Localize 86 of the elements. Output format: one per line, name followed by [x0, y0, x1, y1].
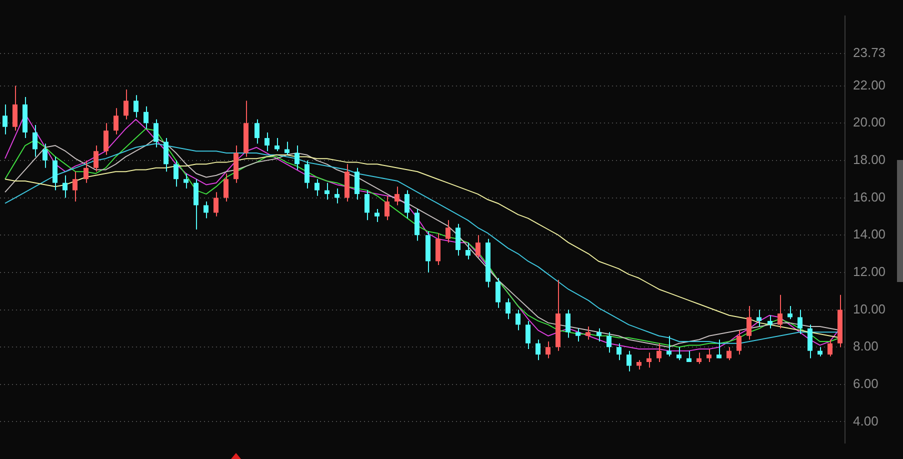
candlestick — [828, 339, 832, 357]
candlestick — [404, 190, 410, 219]
candlestick — [778, 294, 782, 329]
y-tick-label: 14.00 — [853, 226, 886, 242]
candlestick — [154, 118, 158, 148]
candlestick — [214, 192, 218, 217]
candlestick — [114, 108, 118, 135]
candlestick — [746, 306, 752, 340]
candlestick — [124, 89, 128, 120]
candlestick — [164, 138, 168, 172]
candlestick — [144, 106, 148, 130]
candlestick — [42, 143, 48, 168]
y-tick-label: 20.00 — [853, 114, 886, 130]
candlestick — [696, 352, 702, 364]
candlestick — [184, 173, 188, 189]
candlestick — [756, 309, 762, 328]
candlestick — [72, 171, 78, 202]
candlestick — [204, 201, 208, 219]
candlestick — [354, 167, 360, 200]
y-tick-label: 6.00 — [853, 376, 878, 391]
candlestick — [788, 306, 792, 320]
candlestick — [364, 190, 370, 221]
y-tick-label: 18.00 — [853, 152, 886, 168]
candlestick — [616, 342, 622, 361]
candlestick — [726, 346, 732, 361]
candlestick — [384, 195, 390, 221]
candlestick — [516, 309, 520, 331]
candlestick — [324, 182, 330, 200]
y-tick-label: 4.00 — [853, 413, 878, 428]
candlestick — [194, 178, 198, 230]
candlestick — [656, 342, 662, 363]
candlestick — [506, 298, 510, 320]
candlestick — [84, 160, 88, 184]
candlestick — [476, 234, 480, 258]
candlestick — [536, 339, 540, 361]
candlestick — [12, 85, 18, 132]
candlestick — [52, 156, 58, 191]
candlestick — [466, 242, 470, 260]
candlestick — [736, 330, 742, 356]
candlestick — [546, 340, 550, 359]
y-tick-label: 22.00 — [853, 77, 886, 92]
candlestick — [576, 328, 580, 342]
y-tick-label: 8.00 — [853, 338, 878, 354]
candlestick — [676, 346, 682, 361]
candlestick — [666, 335, 672, 357]
y-tick-label: 12.00 — [853, 264, 886, 280]
candlestick — [62, 174, 68, 198]
candlestick — [436, 232, 440, 266]
candlestick — [174, 160, 178, 188]
candlestick — [818, 346, 822, 357]
y-tick-label: 23.73 — [853, 45, 886, 60]
candlestick — [446, 220, 450, 244]
candlestick — [496, 278, 500, 308]
candlestick — [32, 124, 38, 158]
candlestick — [808, 324, 812, 359]
candlestick — [314, 178, 320, 196]
candlestick — [626, 350, 632, 372]
candlestick — [294, 145, 300, 170]
candlestick — [304, 160, 310, 189]
candlestick — [636, 360, 642, 370]
candlestick — [706, 348, 712, 363]
candlestick — [264, 132, 270, 152]
candlestick — [566, 309, 570, 338]
candlestick — [284, 141, 290, 156]
candlestick — [586, 326, 590, 340]
candlestick — [456, 223, 460, 256]
candlestick — [374, 208, 380, 223]
y-tick-label: 16.00 — [853, 189, 886, 204]
candlestick — [526, 320, 530, 350]
candlestick — [334, 188, 340, 204]
candlestick — [274, 138, 280, 152]
candlestick — [94, 145, 98, 172]
candlestick — [254, 118, 260, 144]
candlestick — [716, 339, 722, 359]
candlestick — [104, 122, 108, 156]
candlestick — [414, 208, 420, 242]
candlestick — [394, 186, 400, 206]
candlestick — [134, 94, 138, 118]
candlestick — [606, 332, 612, 354]
candlestick — [224, 173, 228, 202]
candlestick — [596, 328, 602, 342]
candlestick — [768, 314, 772, 329]
candlestick — [2, 104, 8, 135]
candlestick — [798, 309, 802, 335]
candlestick — [646, 352, 652, 368]
y-tick-label: 10.00 — [853, 301, 886, 316]
